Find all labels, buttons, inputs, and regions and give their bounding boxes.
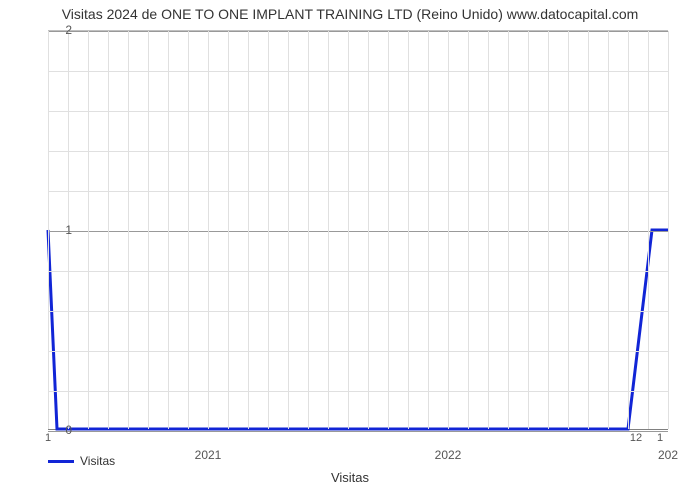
- gridline-v: [128, 31, 129, 429]
- gridline-v: [228, 31, 229, 429]
- gridline-v: [588, 31, 589, 429]
- gridline-v: [368, 31, 369, 429]
- gridline-v: [388, 31, 389, 429]
- gridline-h: [48, 271, 668, 272]
- gridline-h: [48, 71, 668, 72]
- gridline-v: [648, 31, 649, 429]
- line-series: [48, 31, 668, 429]
- legend: Visitas: [48, 454, 115, 468]
- y-tick-label: 1: [32, 223, 72, 237]
- x-tick-label-month: 1: [45, 432, 51, 444]
- gridline-v: [348, 31, 349, 429]
- gridline-v: [488, 31, 489, 429]
- x-tick-label-month: 1: [657, 432, 663, 444]
- gridline-v: [268, 31, 269, 429]
- gridline-h: [48, 311, 668, 312]
- x-tick-label-year: 2022: [435, 448, 462, 462]
- gridline-h: [48, 231, 668, 232]
- gridline-v: [248, 31, 249, 429]
- gridline-h: [48, 431, 668, 432]
- gridline-h: [48, 391, 668, 392]
- y-tick-label: 2: [32, 23, 72, 37]
- y-tick-label: 0: [32, 423, 72, 437]
- gridline-v: [88, 31, 89, 429]
- gridline-v: [208, 31, 209, 429]
- gridline-h: [48, 351, 668, 352]
- gridline-v: [668, 31, 669, 429]
- x-axis-label: Visitas: [0, 470, 700, 485]
- gridline-v: [428, 31, 429, 429]
- gridline-v: [148, 31, 149, 429]
- gridline-v: [408, 31, 409, 429]
- gridline-h: [48, 191, 668, 192]
- legend-swatch: [48, 460, 74, 463]
- plot-area: [48, 30, 668, 430]
- x-tick-label-year: 2021: [195, 448, 222, 462]
- gridline-h: [48, 111, 668, 112]
- chart-container: Visitas 2024 de ONE TO ONE IMPLANT TRAIN…: [0, 0, 700, 500]
- gridline-v: [468, 31, 469, 429]
- gridline-v: [308, 31, 309, 429]
- gridline-h: [48, 151, 668, 152]
- gridline-v: [548, 31, 549, 429]
- gridline-v: [508, 31, 509, 429]
- gridline-v: [328, 31, 329, 429]
- gridline-h: [48, 31, 668, 32]
- gridline-v: [188, 31, 189, 429]
- gridline-v: [528, 31, 529, 429]
- gridline-v: [628, 31, 629, 429]
- gridline-v: [108, 31, 109, 429]
- gridline-v: [448, 31, 449, 429]
- gridline-v: [168, 31, 169, 429]
- legend-label: Visitas: [80, 454, 115, 468]
- gridline-v: [568, 31, 569, 429]
- x-tick-label-year: 202: [658, 448, 678, 462]
- gridline-v: [288, 31, 289, 429]
- x-tick-label-month: 12: [630, 432, 642, 444]
- gridline-v: [608, 31, 609, 429]
- chart-title: Visitas 2024 de ONE TO ONE IMPLANT TRAIN…: [0, 6, 700, 22]
